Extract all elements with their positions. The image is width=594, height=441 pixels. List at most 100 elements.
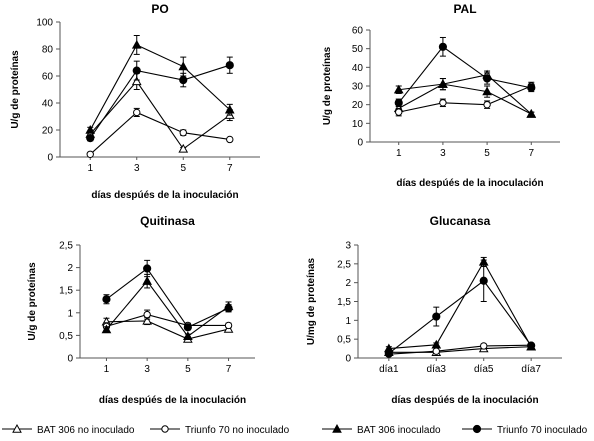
data-point xyxy=(142,276,153,285)
series-3 xyxy=(394,36,536,108)
series-line xyxy=(106,267,229,328)
series-line xyxy=(398,74,532,115)
series-line xyxy=(89,44,231,131)
x-tick-label: día7 xyxy=(521,364,541,375)
data-point xyxy=(432,347,440,355)
y-tick-label: 2,5 xyxy=(337,259,351,270)
series-line xyxy=(89,64,230,139)
data-point xyxy=(143,310,151,319)
x-axis-label: días despúés de la inoculación xyxy=(391,395,538,406)
x-tick-label: 5 xyxy=(185,364,191,375)
data-point xyxy=(393,84,404,94)
x-tick-label: 7 xyxy=(227,163,233,174)
x-tick-label: 1 xyxy=(104,364,110,375)
series-3 xyxy=(384,259,536,358)
x-tick-label: 3 xyxy=(440,148,446,159)
y-tick-label: 20 xyxy=(42,126,54,137)
legend-label: BAT 306 inoculado xyxy=(357,425,441,436)
data-point xyxy=(439,99,447,107)
data-point xyxy=(86,134,95,143)
y-tick-label: 3 xyxy=(345,241,351,252)
x-tick-label: 7 xyxy=(226,364,232,375)
y-tick-label: 2,5 xyxy=(59,241,73,252)
series-line xyxy=(388,346,532,353)
series-0 xyxy=(393,69,537,118)
series-line xyxy=(398,83,532,115)
x-tick-label: 3 xyxy=(134,163,140,174)
y-tick-label: 0 xyxy=(67,354,73,365)
panel-0: PO 0 20 40 60 80 100 1 3 5 7 días despúés de la ino… xyxy=(10,2,260,201)
data-point xyxy=(527,83,536,92)
series-0 xyxy=(101,315,234,343)
y-tick-label: 1 xyxy=(345,316,351,327)
data-point xyxy=(526,108,537,118)
series-line xyxy=(106,320,229,340)
panel-3: Glucanasa 0 0,5 1 1,5 2 2,5 3 día1 día3 día5 día7 dí… xyxy=(306,214,562,406)
data-point xyxy=(384,349,393,358)
data-point xyxy=(86,150,94,159)
x-tick-label: 7 xyxy=(528,148,534,159)
series-line xyxy=(106,280,229,338)
legend-label: Triunfo 70 no inoculado xyxy=(185,425,290,436)
y-axis-label: U/g de proteínas xyxy=(10,50,21,129)
data-point xyxy=(142,315,153,325)
series-1 xyxy=(102,309,233,331)
data-point xyxy=(479,276,488,285)
data-point xyxy=(132,66,141,75)
y-tick-label: 1,5 xyxy=(59,286,73,297)
series-2 xyxy=(393,78,537,118)
y-tick-label: 0 xyxy=(47,153,53,164)
y-tick-label: 0 xyxy=(345,354,351,365)
series-2 xyxy=(85,35,235,134)
data-point xyxy=(482,86,492,96)
data-point xyxy=(179,129,187,137)
y-axis-label: U/g de proteínas xyxy=(27,262,38,341)
series-line xyxy=(388,280,532,354)
x-tick-label: 1 xyxy=(87,163,93,174)
data-point xyxy=(482,74,492,83)
legend-marker xyxy=(472,424,482,434)
series-line xyxy=(398,85,532,113)
data-point xyxy=(101,324,112,334)
data-point xyxy=(395,108,403,116)
legend-marker xyxy=(161,425,169,433)
data-point xyxy=(133,108,141,117)
data-point xyxy=(143,264,152,273)
y-tick-label: 0,5 xyxy=(59,331,73,342)
series-2 xyxy=(383,256,537,353)
x-tick-label: 3 xyxy=(144,364,150,375)
data-point xyxy=(178,61,189,71)
data-point xyxy=(85,124,96,134)
series-1 xyxy=(86,107,234,159)
data-point xyxy=(438,79,448,88)
series-line xyxy=(388,260,532,350)
series-1 xyxy=(395,81,535,117)
panel-2: Quitinasa 0 0,5 1 1,5 2 2,5 1 3 5 7 días despúés de… xyxy=(27,214,255,406)
y-tick-label: 50 xyxy=(352,44,364,55)
y-tick-label: 0,5 xyxy=(337,335,351,346)
y-tick-label: 100 xyxy=(36,18,53,29)
chart-title: PO xyxy=(151,2,168,16)
data-point xyxy=(182,331,193,341)
x-axis-label: días despúés de la inoculación xyxy=(396,178,543,189)
data-point xyxy=(131,76,142,86)
y-tick-label: 10 xyxy=(352,119,364,130)
y-tick-label: 40 xyxy=(42,99,54,110)
y-axis-label: U/g de proteínas xyxy=(322,46,333,125)
series-line xyxy=(388,344,532,355)
x-tick-label: 5 xyxy=(180,163,186,174)
data-point xyxy=(178,143,189,153)
y-tick-label: 0 xyxy=(357,138,363,149)
data-point xyxy=(438,42,448,51)
data-point xyxy=(224,104,235,114)
series-line xyxy=(89,80,231,150)
y-tick-label: 60 xyxy=(352,26,364,37)
y-tick-label: 2 xyxy=(345,278,351,289)
data-point xyxy=(179,75,188,85)
series-line xyxy=(398,46,532,104)
y-tick-label: 2 xyxy=(67,263,73,274)
y-tick-label: 60 xyxy=(42,72,54,83)
legend-label: BAT 306 no inoculado xyxy=(37,425,135,436)
data-point xyxy=(102,295,111,304)
y-tick-label: 40 xyxy=(352,63,364,74)
